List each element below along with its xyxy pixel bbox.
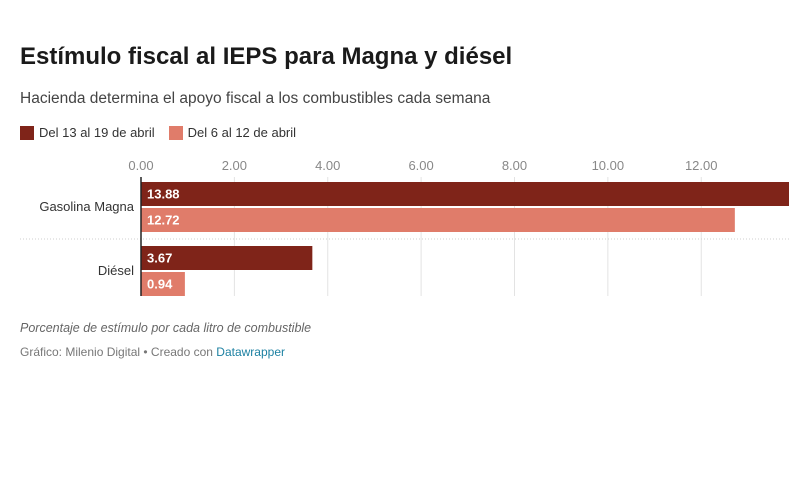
legend-swatch-series-1: [20, 125, 34, 140]
bar-gasolina-magna-series-1: [141, 182, 789, 206]
category-label-1: Gasolina Magna: [39, 199, 134, 214]
bar-di-sel-series-2: [141, 272, 185, 296]
data-label-1-series-1: 13.88: [147, 187, 180, 202]
datawrapper-link[interactable]: Datawrapper: [216, 345, 285, 359]
x-tick-label-6: 12.00: [685, 158, 718, 173]
x-tick-label-0: 0.00: [128, 158, 153, 173]
credit-prefix: Gráfico: Milenio Digital • Creado con: [20, 345, 213, 359]
bar-gasolina-magna-series-2: [141, 208, 735, 232]
x-tick-label-3: 6.00: [408, 158, 433, 173]
data-label-2-series-2: 0.94: [147, 277, 173, 292]
chart-credit: Gráfico: Milenio Digital • Creado con Da…: [20, 345, 285, 359]
legend-swatch-series-2: [168, 125, 183, 140]
legend-label-series-1: Del 13 al 19 de abril: [39, 125, 155, 140]
legend-label-series-2: Del 6 al 12 de abril: [187, 125, 297, 140]
chart-note: Porcentaje de estímulo por cada litro de…: [20, 321, 312, 335]
chart-subtitle: Hacienda determina el apoyo fiscal a los…: [20, 90, 491, 107]
x-tick-label-2: 4.00: [315, 158, 340, 173]
category-label-2: Diésel: [98, 263, 134, 278]
x-tick-label-1: 2.00: [222, 158, 247, 173]
x-tick-label-4: 8.00: [502, 158, 527, 173]
x-tick-label-5: 10.00: [592, 158, 625, 173]
data-label-1-series-2: 12.72: [147, 213, 180, 228]
chart-title: Estímulo fiscal al IEPS para Magna y dié…: [20, 43, 513, 70]
legend-item-series-1: Del 13 al 19 de abril: [20, 125, 155, 140]
bar-di-sel-series-1: [141, 246, 313, 270]
legend: Del 13 al 19 de abril Del 6 al 12 de abr…: [20, 125, 310, 140]
data-label-2-series-1: 3.67: [147, 251, 172, 266]
bar-chart: 0.00 2.00 4.00 6.00 8.00 10.00 12.00 Gasolina M…: [20, 158, 789, 296]
legend-item-series-2: Del 6 al 12 de abril: [168, 125, 297, 140]
